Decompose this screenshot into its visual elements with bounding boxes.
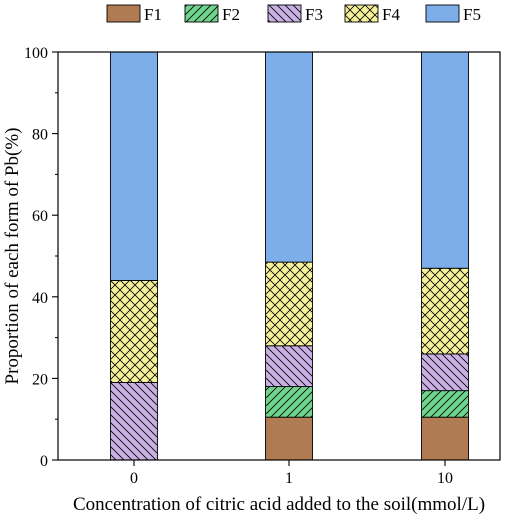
bar-segment-f4-10 <box>421 267 469 355</box>
bar-segment-f4-1 <box>265 261 313 347</box>
bar-segment-f5-10 <box>421 51 469 269</box>
x-tick-label-0: 0 <box>130 470 138 487</box>
y-tick-label-80: 80 <box>32 127 48 144</box>
legend-label-f3: F3 <box>305 5 323 24</box>
bar-segment-f2-10 <box>421 390 469 418</box>
legend-label-f1: F1 <box>144 5 162 24</box>
bar-segment-f5-1 <box>265 51 313 263</box>
legend-label-f4: F4 <box>382 5 400 24</box>
legend: F1 F2 F3 F4 F5 <box>106 4 481 24</box>
y-tick-label-60: 60 <box>32 208 48 225</box>
bar-segment-f1-10 <box>421 416 469 461</box>
bar-segment-f5-0 <box>110 51 158 281</box>
x-axis-label: Concentration of citric acid added to th… <box>73 494 485 515</box>
bar-segment-f4-0 <box>110 280 158 383</box>
legend-swatch-f1 <box>107 5 140 22</box>
y-tick-label-20: 20 <box>32 371 48 388</box>
y-tick-label-40: 40 <box>32 290 48 307</box>
legend-label-f2: F2 <box>222 5 240 24</box>
bar-segment-f3-10 <box>421 353 469 392</box>
y-tick-label-100: 100 <box>24 45 48 62</box>
bars-group <box>110 51 469 461</box>
x-tick-label-10: 10 <box>437 470 453 487</box>
legend-item-f1: F1 <box>106 4 162 24</box>
bar-segment-f2-1 <box>265 386 313 418</box>
legend-item-f5: F5 <box>425 4 481 24</box>
bar-segment-f3-1 <box>265 345 313 388</box>
legend-item-f4: F4 <box>344 4 400 24</box>
x-tick-label-1: 1 <box>285 470 293 487</box>
legend-label-f5: F5 <box>463 5 481 24</box>
legend-swatch-f5 <box>426 5 459 22</box>
legend-item-f3: F3 <box>267 4 323 24</box>
y-tick-label-0: 0 <box>40 453 48 470</box>
ticks-group: 0 20 40 60 80 100 0 1 10 <box>24 45 453 487</box>
y-axis-label: Proportion of each form of Pb(%) <box>2 128 23 385</box>
bar-segment-f1-1 <box>265 416 313 461</box>
bar-segment-f3-0 <box>110 382 158 461</box>
legend-item-f2: F2 <box>184 4 240 24</box>
